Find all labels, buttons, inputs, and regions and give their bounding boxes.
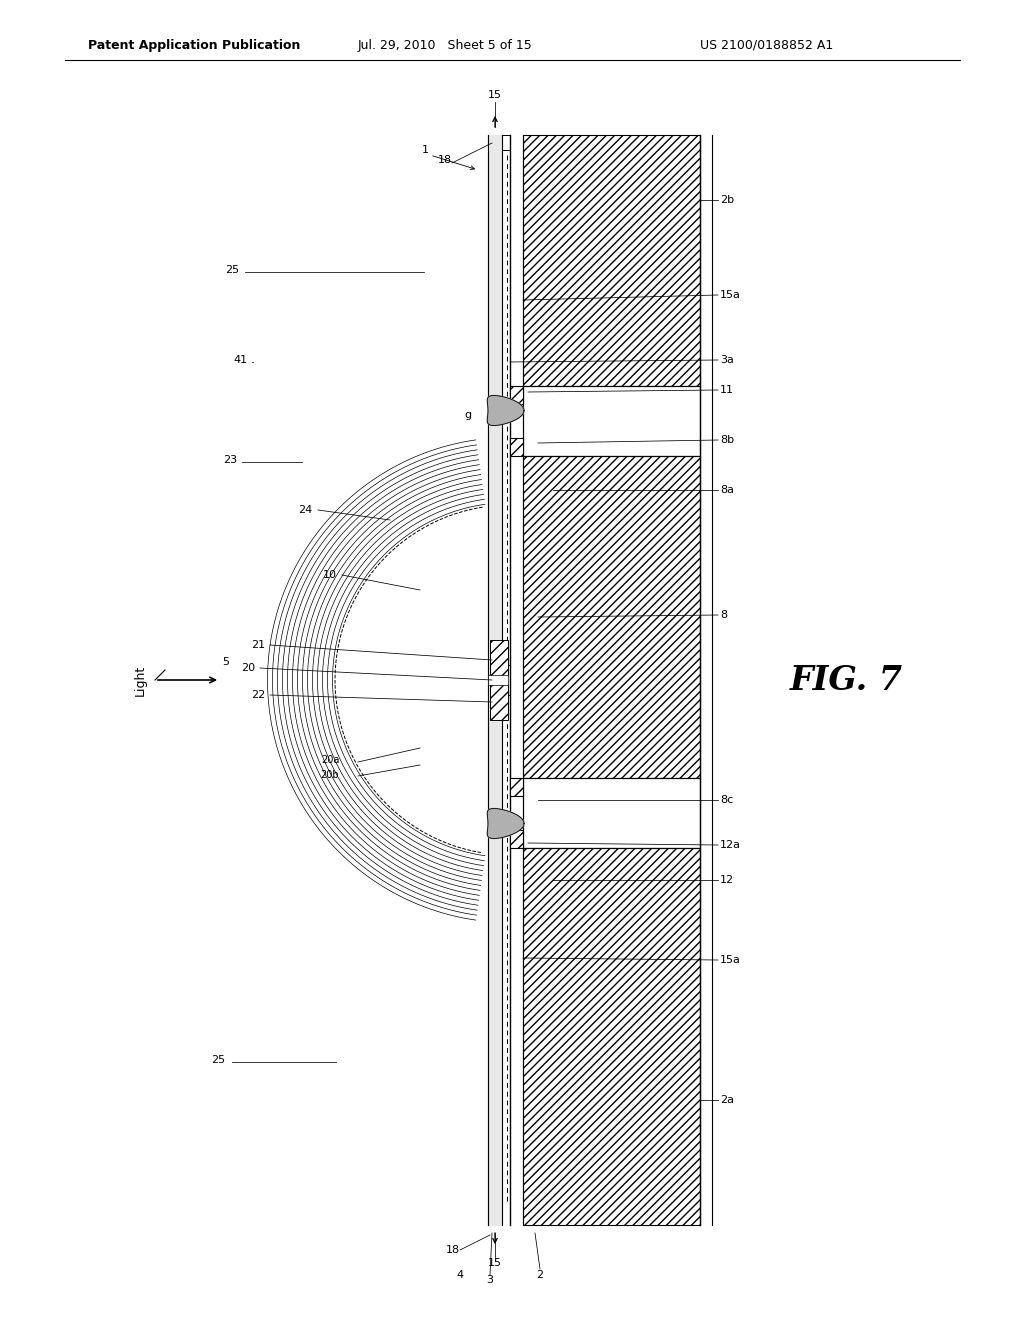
Text: 1: 1 — [422, 145, 428, 154]
Text: 20a: 20a — [321, 755, 339, 766]
Text: 15a: 15a — [720, 290, 741, 300]
Text: 11: 11 — [720, 385, 734, 395]
Text: 20: 20 — [241, 663, 255, 673]
Bar — [523, 135, 700, 385]
Text: 20b: 20b — [321, 770, 339, 780]
Bar — [490, 684, 508, 719]
Text: 10: 10 — [323, 570, 337, 579]
Text: 21: 21 — [251, 640, 265, 649]
Text: 2a: 2a — [720, 1096, 734, 1105]
Bar — [488, 675, 508, 685]
Polygon shape — [487, 396, 524, 425]
Text: FIG. 7: FIG. 7 — [790, 664, 903, 697]
Text: 18: 18 — [445, 1245, 460, 1255]
Text: 4: 4 — [457, 1270, 464, 1280]
Bar — [510, 777, 523, 796]
Text: 2b: 2b — [720, 195, 734, 205]
Polygon shape — [487, 809, 524, 838]
Bar — [523, 777, 700, 847]
Text: Patent Application Publication: Patent Application Publication — [88, 38, 300, 51]
Text: 2: 2 — [537, 1270, 544, 1280]
Bar — [523, 385, 700, 455]
Text: 15: 15 — [488, 1258, 502, 1269]
Text: 18: 18 — [438, 154, 452, 165]
Text: US 2100/0188852 A1: US 2100/0188852 A1 — [700, 38, 834, 51]
Text: 25: 25 — [225, 265, 239, 275]
Bar — [490, 640, 508, 676]
Text: Jul. 29, 2010   Sheet 5 of 15: Jul. 29, 2010 Sheet 5 of 15 — [358, 38, 532, 51]
Text: g: g — [465, 411, 472, 420]
Bar — [523, 455, 700, 777]
Text: 5: 5 — [222, 657, 229, 667]
Bar — [510, 830, 523, 847]
Text: 12a: 12a — [720, 840, 741, 850]
Text: 8c: 8c — [720, 795, 733, 805]
Text: 12: 12 — [720, 875, 734, 884]
Text: 15: 15 — [488, 90, 502, 100]
Bar — [523, 847, 700, 1225]
Bar — [510, 385, 523, 404]
Text: 24: 24 — [298, 506, 312, 515]
Text: 3: 3 — [486, 1275, 494, 1284]
Text: 41: 41 — [232, 355, 247, 366]
Text: 8b: 8b — [720, 436, 734, 445]
Text: 8a: 8a — [720, 484, 734, 495]
Text: 23: 23 — [223, 455, 238, 465]
Text: 3a: 3a — [720, 355, 734, 366]
Text: 15a: 15a — [720, 954, 741, 965]
Text: Light: Light — [133, 664, 146, 696]
Bar — [510, 438, 523, 455]
Text: 8: 8 — [720, 610, 727, 620]
Text: 22: 22 — [251, 690, 265, 700]
Text: 25: 25 — [211, 1055, 225, 1065]
